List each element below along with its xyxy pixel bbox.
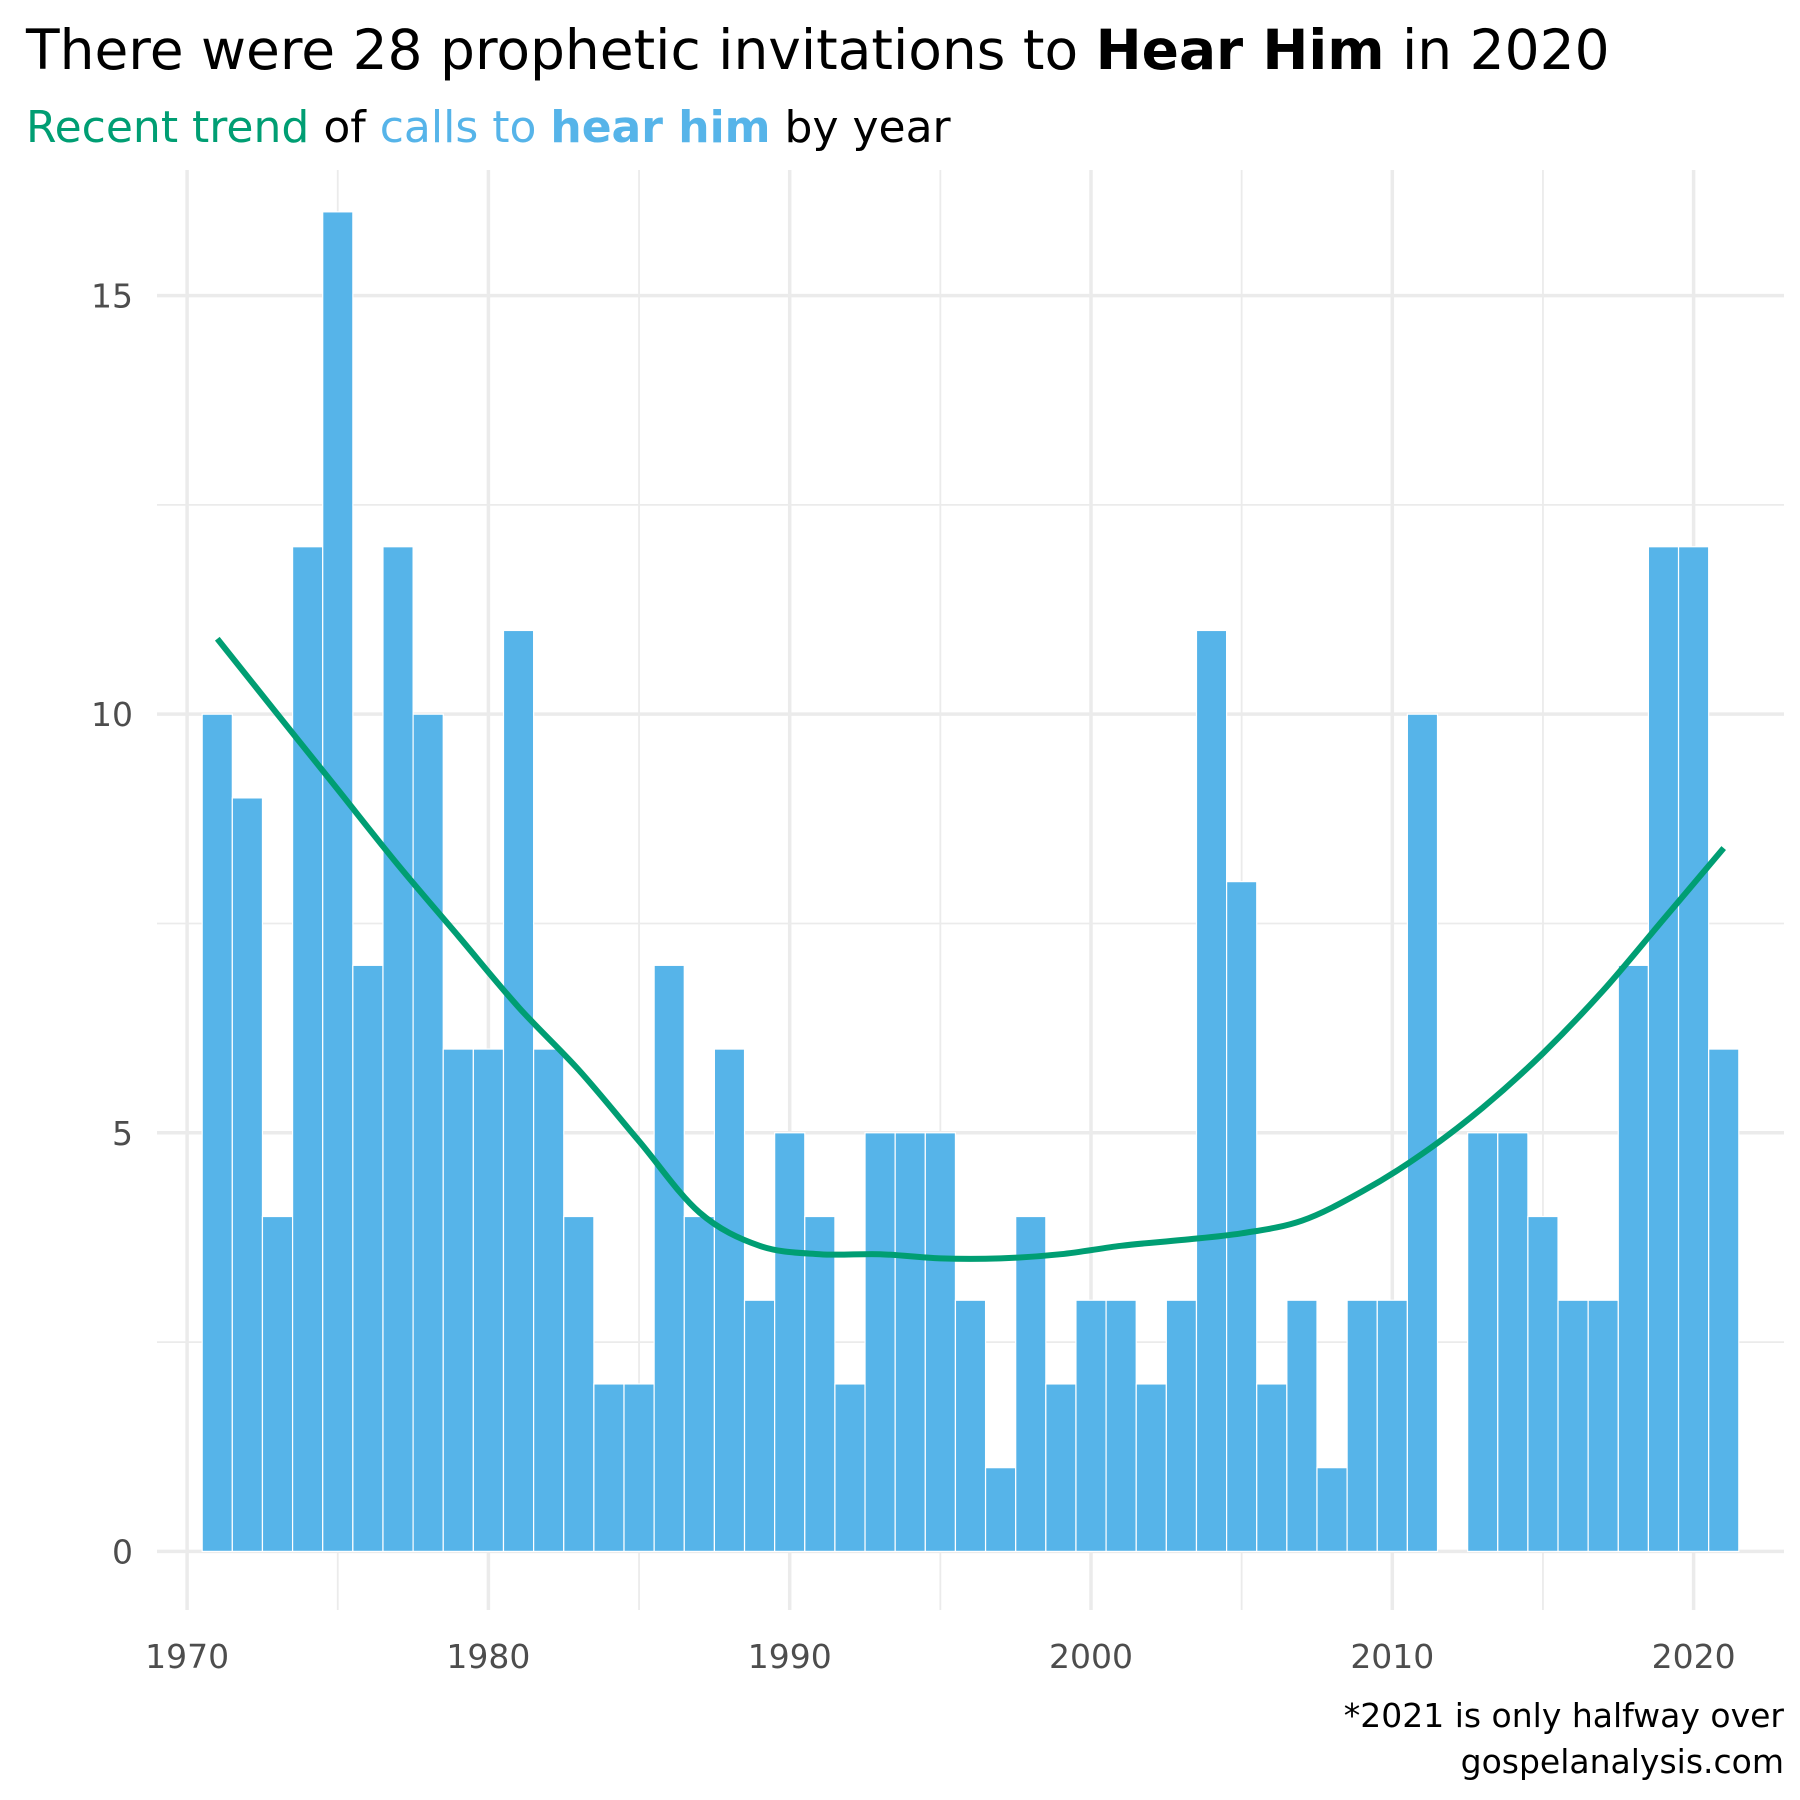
bar-1974 [291, 546, 324, 1552]
x-tick-label: 1980 [446, 1637, 530, 1676]
bar-2014 [1497, 1132, 1529, 1552]
bars [201, 211, 1740, 1552]
y-tick-label: 5 [112, 1114, 133, 1153]
bar-1993 [864, 1132, 896, 1552]
bar-2017 [1587, 1299, 1619, 1552]
trend-line [214, 636, 1726, 1262]
trend-line-group [214, 636, 1726, 1262]
bar-2002 [1135, 1383, 1167, 1552]
bar-2006 [1256, 1383, 1288, 1552]
axis-labels: 1970 1980 1990 2000 2010 2020 0 5 10 15 [91, 277, 1736, 1676]
bar-1979 [442, 1048, 474, 1552]
bar-2005 [1226, 881, 1258, 1552]
bar-1972 [231, 797, 264, 1552]
x-tick-label: 1970 [145, 1637, 229, 1676]
bar-2004 [1195, 629, 1228, 1552]
bar-1986 [653, 964, 685, 1552]
bar-1996 [954, 1299, 987, 1552]
bar-1983 [563, 1215, 595, 1552]
bar-2007 [1286, 1299, 1318, 1552]
bar-1994 [894, 1132, 926, 1552]
subtitle-calls-label: calls to [380, 102, 551, 153]
y-tick-label: 0 [112, 1532, 133, 1571]
bar-1992 [834, 1383, 866, 1552]
bar-1987 [683, 1215, 715, 1552]
bar-2001 [1105, 1299, 1137, 1552]
chart-title: There were 28 prophetic invitations to H… [25, 18, 1610, 82]
bar-2020 [1677, 546, 1710, 1552]
bar-1982 [533, 1048, 565, 1552]
caption-source: gospelanalysis.com [1461, 1742, 1784, 1781]
bar-1984 [593, 1383, 625, 1552]
y-tick-label: 10 [91, 695, 133, 734]
bar-1977 [382, 546, 414, 1552]
bar-1981 [502, 629, 535, 1552]
bar-1998 [1015, 1215, 1047, 1552]
chart-subtitle: Recent trend of calls to hear him by yea… [26, 102, 952, 153]
bar-2019 [1647, 546, 1680, 1552]
bar-2015 [1527, 1215, 1559, 1552]
bar-1997 [984, 1467, 1017, 1552]
bar-1976 [352, 964, 384, 1552]
x-tick-label: 2020 [1652, 1637, 1736, 1676]
bar-2011 [1406, 713, 1439, 1552]
bar-1971 [201, 713, 233, 1552]
bar-1985 [623, 1383, 655, 1552]
subtitle-trend-label: Recent trend [26, 102, 309, 153]
bar-2018 [1617, 964, 1650, 1552]
bar-1999 [1045, 1383, 1077, 1552]
y-tick-label: 15 [91, 277, 133, 316]
bar-1989 [743, 1299, 776, 1552]
bar-1980 [472, 1048, 505, 1552]
bar-2021 [1708, 1048, 1740, 1552]
bar-1990 [774, 1132, 806, 1552]
bar-2008 [1316, 1467, 1348, 1552]
x-tick-label: 2000 [1049, 1637, 1133, 1676]
bar-2000 [1075, 1299, 1107, 1552]
bar-1975 [322, 211, 354, 1552]
caption-note: *2021 is only halfway over [1344, 1696, 1785, 1735]
x-tick-label: 2010 [1350, 1637, 1434, 1676]
bar-2003 [1165, 1299, 1198, 1552]
x-tick-label: 1990 [748, 1637, 832, 1676]
bar-2016 [1557, 1299, 1589, 1552]
bar-2013 [1467, 1132, 1499, 1552]
bar-2010 [1376, 1299, 1408, 1552]
bar-1991 [804, 1215, 836, 1552]
bar-1995 [924, 1132, 957, 1552]
bar-1988 [713, 1048, 746, 1552]
bar-1978 [412, 713, 444, 1552]
bar-1973 [261, 1215, 294, 1552]
bar-2009 [1346, 1299, 1378, 1552]
